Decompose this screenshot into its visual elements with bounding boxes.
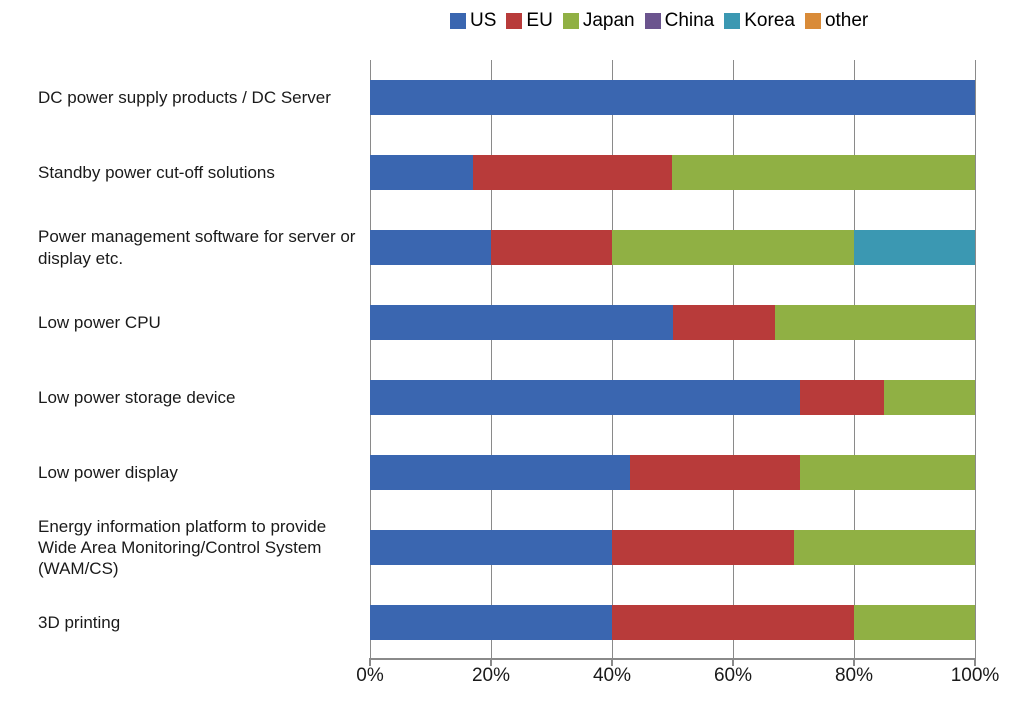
category-label: Energy information platform to provide W… xyxy=(30,510,360,585)
category-label: DC power supply products / DC Server xyxy=(30,60,360,135)
category-label: Power management software for server or … xyxy=(30,210,360,285)
stacked-bar xyxy=(370,455,975,490)
bar-segment-eu xyxy=(612,605,854,640)
bar-segment-japan xyxy=(794,530,976,565)
bar-segment-japan xyxy=(800,455,975,490)
bar-segment-us xyxy=(370,80,975,115)
bar-segment-japan xyxy=(884,380,975,415)
stacked-bar-chart: US EU Japan China Korea other DC power supply… xyxy=(30,10,990,710)
bars-column xyxy=(370,60,975,660)
bar-segment-japan xyxy=(775,305,975,340)
legend-swatch xyxy=(645,13,661,29)
category-label: Standby power cut-off solutions xyxy=(30,135,360,210)
bar-segment-us xyxy=(370,530,612,565)
legend-label: US xyxy=(470,10,496,32)
stacked-bar xyxy=(370,80,975,115)
stacked-bar xyxy=(370,230,975,265)
bar-segment-japan xyxy=(672,155,975,190)
bar-segment-us xyxy=(370,605,612,640)
gridline xyxy=(975,60,976,658)
category-label: Low power CPU xyxy=(30,285,360,360)
bar-segment-eu xyxy=(473,155,673,190)
bar-segment-us xyxy=(370,380,800,415)
legend-swatch xyxy=(563,13,579,29)
x-axis-tick-label: 60% xyxy=(714,665,752,687)
bar-segment-japan xyxy=(854,605,975,640)
bar-segment-eu xyxy=(800,380,885,415)
category-label: 3D printing xyxy=(30,585,360,660)
category-label: Low power storage device xyxy=(30,360,360,435)
bar-segment-eu xyxy=(630,455,799,490)
x-axis-tick-label: 0% xyxy=(356,665,383,687)
legend-item-other: other xyxy=(805,10,868,32)
legend-swatch xyxy=(506,13,522,29)
legend-label: Korea xyxy=(744,10,795,32)
legend-swatch xyxy=(724,13,740,29)
legend-item-eu: EU xyxy=(506,10,552,32)
stacked-bar xyxy=(370,380,975,415)
legend-label: China xyxy=(665,10,715,32)
category-labels-column: DC power supply products / DC ServerStan… xyxy=(30,60,365,660)
legend-item-china: China xyxy=(645,10,715,32)
legend-label: EU xyxy=(526,10,552,32)
legend-item-korea: Korea xyxy=(724,10,795,32)
category-label: Low power display xyxy=(30,435,360,510)
x-axis-tick-label: 80% xyxy=(835,665,873,687)
chart-legend: US EU Japan China Korea other xyxy=(450,10,868,32)
bar-segment-us xyxy=(370,230,491,265)
bar-segment-us xyxy=(370,455,630,490)
bar-segment-eu xyxy=(673,305,776,340)
bar-segment-eu xyxy=(612,530,794,565)
bar-segment-japan xyxy=(612,230,854,265)
legend-item-japan: Japan xyxy=(563,10,635,32)
bar-row xyxy=(370,435,975,510)
x-axis-labels: 0%20%40%60%80%100% xyxy=(370,665,975,695)
plot-area: DC power supply products / DC ServerStan… xyxy=(30,60,990,700)
x-axis-tick-label: 20% xyxy=(472,665,510,687)
stacked-bar xyxy=(370,155,975,190)
bar-row xyxy=(370,285,975,360)
stacked-bar xyxy=(370,605,975,640)
legend-label: other xyxy=(825,10,868,32)
bar-row xyxy=(370,60,975,135)
stacked-bar xyxy=(370,305,975,340)
x-axis-tick-label: 100% xyxy=(951,665,1000,687)
bar-row xyxy=(370,585,975,660)
legend-item-us: US xyxy=(450,10,496,32)
bar-row xyxy=(370,135,975,210)
bar-row xyxy=(370,510,975,585)
legend-swatch xyxy=(805,13,821,29)
bar-row xyxy=(370,360,975,435)
legend-swatch xyxy=(450,13,466,29)
stacked-bar xyxy=(370,530,975,565)
legend-label: Japan xyxy=(583,10,635,32)
bar-segment-us xyxy=(370,305,673,340)
bar-segment-korea xyxy=(854,230,975,265)
x-axis-tick-label: 40% xyxy=(593,665,631,687)
bar-segment-eu xyxy=(491,230,612,265)
bar-row xyxy=(370,210,975,285)
bar-segment-us xyxy=(370,155,473,190)
